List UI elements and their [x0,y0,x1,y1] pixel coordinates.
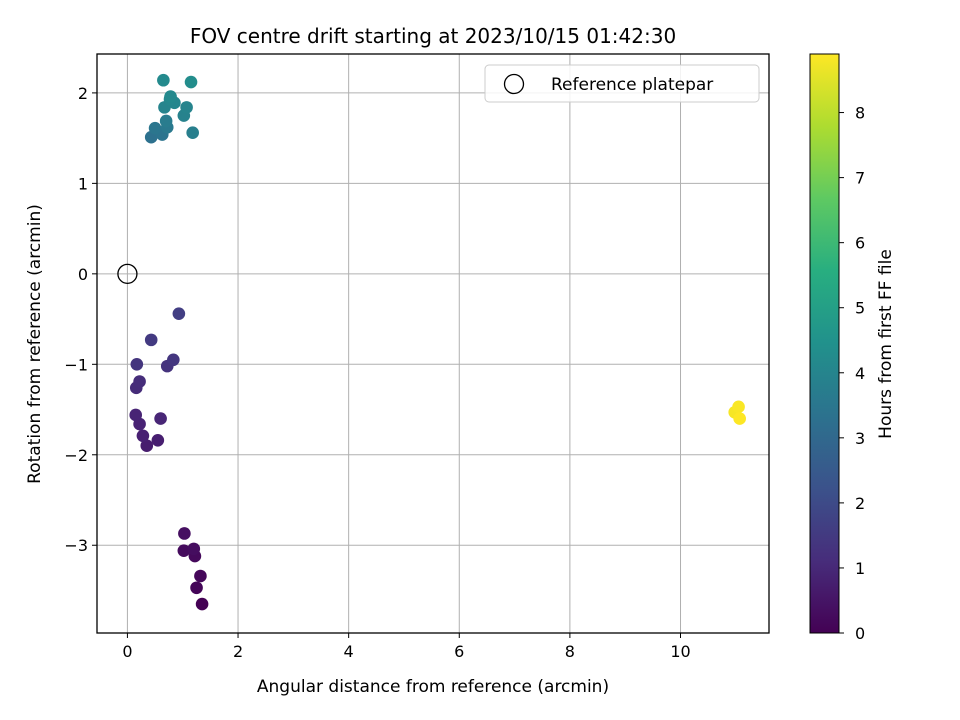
data-point [159,114,173,128]
colorbar-tick-label: 5 [855,299,865,318]
data-point [148,121,162,135]
data-point [184,75,198,89]
y-tick-label: 0 [78,265,88,284]
y-tick-label: −1 [64,355,88,374]
grid-lines [97,54,769,633]
reference-marker-group [117,263,138,284]
y-axis-label: Rotation from reference (arcmin) [25,204,45,484]
data-point [172,307,186,320]
plot-frame [96,53,770,634]
x-tick-label: 8 [565,642,575,661]
y-axis-ticks: −3 −2 −1 0 1 2 [64,84,97,555]
x-tick-label: 0 [122,642,132,661]
data-points [129,73,746,611]
data-point [130,358,144,371]
data-point [133,375,146,388]
legend-entry-reference-platepar: Reference platepar [551,75,713,95]
data-point [144,333,158,347]
data-point [195,597,209,611]
data-point [180,101,193,114]
colorbar [809,53,840,634]
colorbar-tick-label: 2 [855,494,865,513]
data-point [136,429,150,443]
data-point [190,581,203,595]
data-point [164,90,177,103]
chart-title: FOV centre drift starting at 2023/10/15 … [190,24,676,48]
x-axis-label: Angular distance from reference (arcmin) [257,677,609,697]
colorbar-tick-label: 7 [855,169,865,188]
data-point [157,73,170,87]
colorbar-ticks: 0 1 2 3 4 5 6 7 8 [839,104,865,643]
legend: Reference platepar [484,64,760,103]
colorbar-tick-label: 6 [855,234,865,253]
colorbar-tick-label: 8 [855,104,865,123]
x-tick-label: 2 [233,642,243,661]
data-point [733,412,746,425]
colorbar-tick-label: 0 [855,624,865,643]
x-tick-label: 6 [454,642,464,661]
x-tick-label: 4 [344,642,354,661]
y-tick-label: −2 [64,446,88,465]
data-point [129,408,143,422]
data-point [154,412,167,425]
y-tick-label: 2 [78,84,88,103]
x-tick-label: 10 [670,642,690,661]
data-point [186,126,199,140]
data-point [177,544,191,557]
data-point [151,434,165,447]
colorbar-tick-label: 4 [855,364,865,383]
colorbar-tick-label: 1 [855,559,865,578]
legend-marker-icon [503,73,525,95]
reference-marker [117,263,138,284]
colorbar-label: Hours from first FF file [876,249,896,439]
data-point [178,527,191,540]
y-tick-label: 1 [78,174,88,193]
data-point [732,400,745,414]
data-point [187,542,201,556]
x-axis-ticks: 0 2 4 6 8 10 [122,633,691,661]
y-tick-label: −3 [64,536,88,555]
data-point [194,569,207,583]
colorbar-tick-label: 3 [855,429,865,448]
legend-box [484,64,760,103]
data-point [140,439,154,453]
data-point [167,353,180,367]
